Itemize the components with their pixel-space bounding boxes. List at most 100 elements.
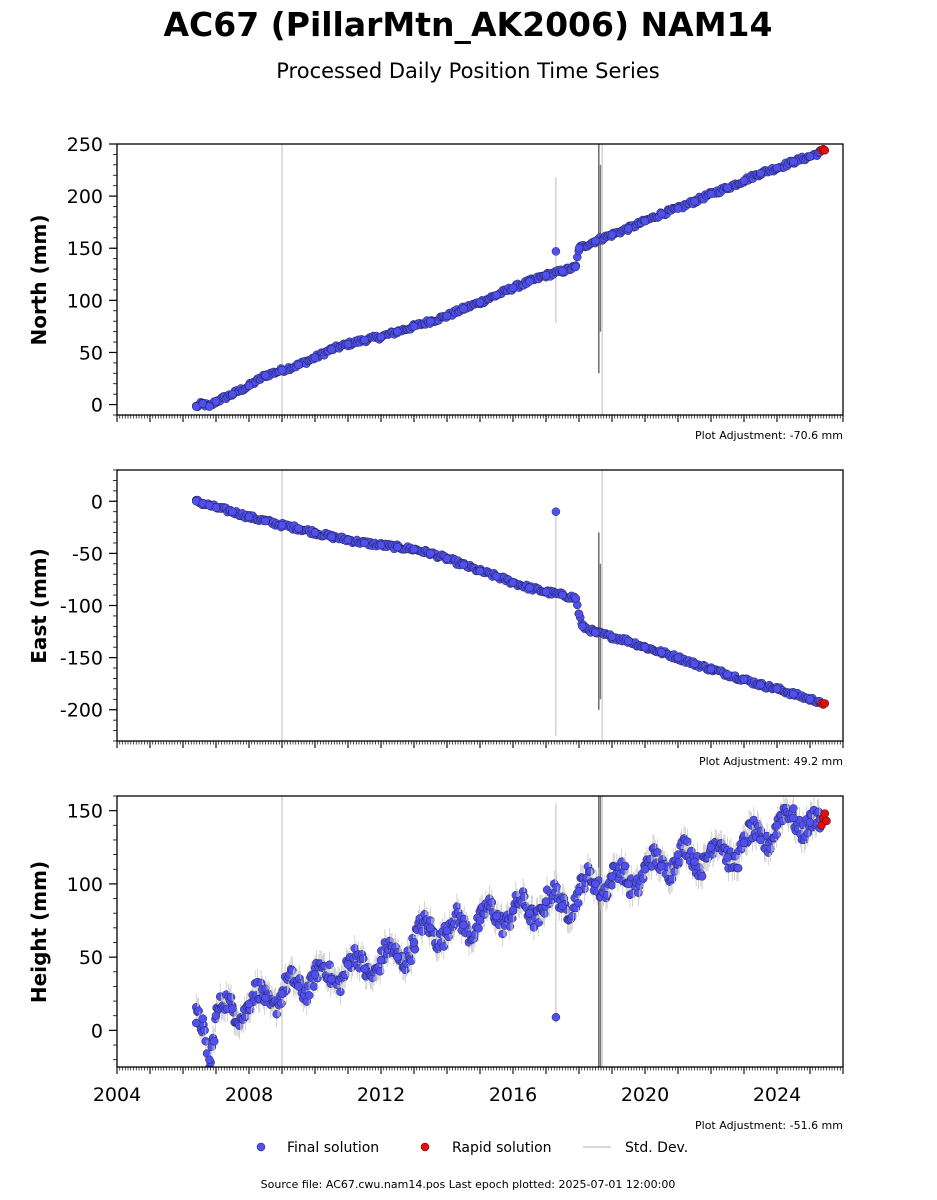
plot-adjustment: Plot Adjustment: 49.2 mm	[699, 755, 843, 768]
final-point	[640, 865, 650, 874]
final-point	[459, 560, 468, 570]
final-point	[739, 675, 749, 684]
final-point	[706, 189, 716, 199]
x-tick-label: 2004	[93, 1084, 141, 1106]
final-point	[534, 918, 543, 927]
final-point	[723, 670, 732, 679]
y-tick-label: 150	[67, 801, 103, 823]
final-point	[327, 532, 336, 541]
y-tick-label: 0	[91, 1020, 103, 1042]
final-point	[805, 818, 815, 827]
north-panel: 0 50 100 150 200 250 North (mm) Plot Adjustment…	[27, 134, 844, 442]
final-point	[551, 247, 561, 256]
final-point	[551, 1012, 561, 1022]
final-point	[226, 993, 236, 1002]
final-point	[459, 920, 468, 930]
final-point	[690, 857, 699, 867]
final-point	[272, 1009, 281, 1019]
final-point	[690, 197, 699, 206]
final-point	[541, 587, 551, 597]
final-point	[571, 262, 580, 272]
final-point	[343, 535, 353, 545]
y-tick-label: 150	[67, 238, 103, 260]
final-point	[294, 982, 303, 991]
final-point	[520, 892, 529, 901]
final-point	[541, 271, 551, 280]
final-point	[683, 837, 692, 846]
final-point	[789, 157, 798, 166]
final-point	[360, 964, 369, 974]
final-point	[261, 371, 270, 380]
final-point	[525, 908, 534, 918]
final-point	[409, 938, 419, 947]
y-tick-label: 0	[91, 491, 103, 513]
final-point	[756, 680, 765, 689]
final-point	[571, 593, 580, 603]
final-point	[772, 684, 782, 694]
y-tick-label: -200	[60, 700, 103, 722]
final-point	[653, 848, 662, 857]
final-point	[772, 821, 782, 830]
final-point	[310, 970, 320, 979]
final-point	[591, 236, 600, 246]
final-point	[772, 163, 782, 173]
final-point	[789, 804, 798, 813]
legend-final-marker	[256, 1142, 266, 1152]
final-point	[228, 389, 237, 399]
final-point	[327, 974, 336, 984]
y-axis-label: Height (mm)	[27, 861, 51, 1003]
final-point	[277, 521, 287, 530]
final-point	[304, 991, 314, 1000]
final-point	[607, 632, 617, 641]
final-point	[475, 916, 485, 925]
final-point	[673, 653, 683, 662]
final-point	[442, 311, 452, 321]
final-point	[789, 813, 798, 823]
x-tick-label: 2020	[621, 1084, 669, 1106]
final-point	[525, 583, 534, 593]
final-point	[459, 304, 468, 313]
final-point	[602, 891, 612, 900]
y-tick-label: 0	[91, 395, 103, 417]
final-point	[376, 540, 386, 550]
final-point	[607, 872, 617, 881]
legend-rapid-label: Rapid solution	[452, 1140, 552, 1156]
final-point	[244, 381, 254, 391]
final-point	[200, 1026, 209, 1035]
final-point	[675, 857, 684, 867]
final-point	[541, 897, 551, 906]
y-tick-label: 100	[67, 874, 103, 896]
figure-subtitle: Processed Daily Position Time Series	[276, 59, 660, 83]
final-point	[508, 578, 518, 587]
final-point	[201, 1037, 211, 1046]
rapid-point	[822, 816, 831, 826]
final-point	[261, 516, 270, 526]
final-point	[393, 952, 402, 962]
final-point	[657, 209, 666, 219]
plot-area	[191, 470, 830, 741]
final-point	[487, 898, 497, 907]
final-point	[288, 966, 297, 975]
final-point	[640, 216, 650, 226]
legend: Final solution Rapid solution Std. Dev.	[256, 1140, 688, 1156]
final-point	[733, 863, 743, 873]
final-point	[244, 999, 254, 1009]
x-tick-label: 2008	[225, 1084, 273, 1106]
final-point	[393, 542, 402, 552]
final-point	[607, 881, 617, 890]
final-point	[508, 906, 518, 915]
final-point	[558, 901, 567, 911]
final-point	[409, 544, 419, 554]
final-point	[426, 923, 435, 933]
final-point	[439, 942, 448, 951]
final-point	[211, 1011, 221, 1020]
final-point	[756, 835, 765, 845]
final-point	[442, 926, 452, 935]
final-point	[586, 867, 595, 876]
final-point	[690, 659, 699, 669]
final-point	[205, 402, 214, 411]
final-point	[277, 989, 287, 998]
final-point	[558, 266, 567, 276]
final-point	[578, 622, 587, 631]
final-point	[789, 689, 798, 699]
